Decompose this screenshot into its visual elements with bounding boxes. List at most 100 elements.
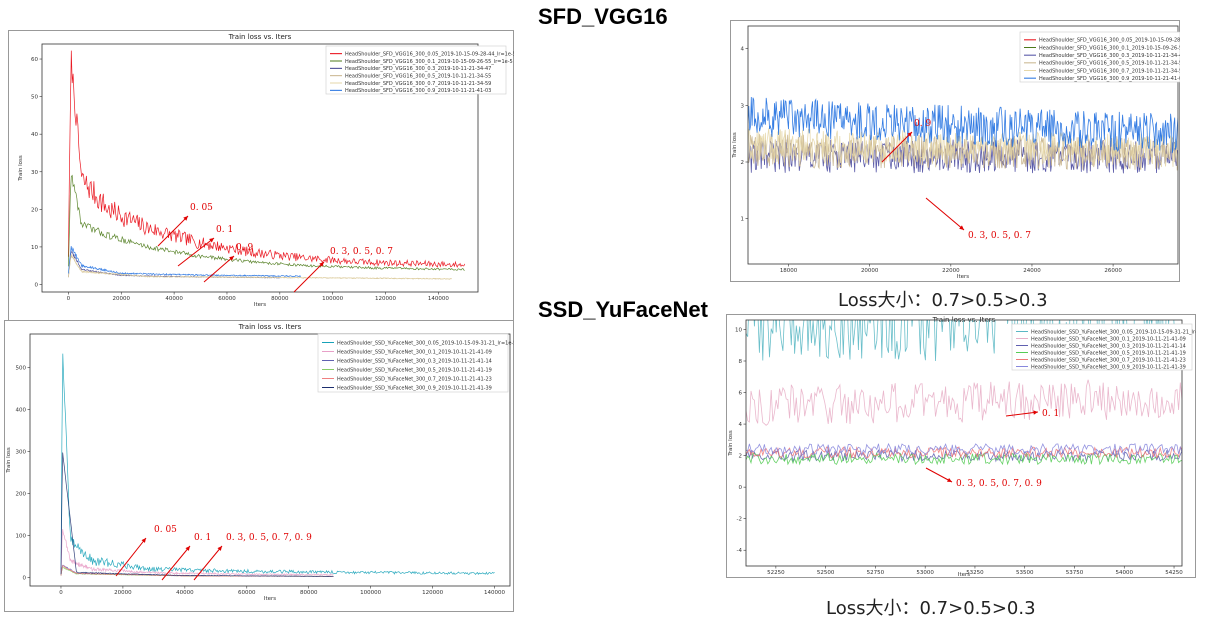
plot-area-border	[29, 333, 511, 587]
y-tick-label: 3	[741, 103, 745, 109]
legend-entry: HeadShoulder_SFD_VGG16_300_0.7_2019-10-1…	[1039, 68, 1180, 74]
y-tick-label: 0	[23, 576, 27, 582]
legend-entry: HeadShoulder_SSD_YuFaceNet_300_0.5_2019-…	[1031, 350, 1186, 356]
legend-entry: HeadShoulder_SSD_YuFaceNet_300_0.1_2019-…	[1031, 336, 1186, 342]
series-line-5	[748, 96, 1178, 153]
legend-entry: HeadShoulder_SFD_VGG16_300_0.5_2019-10-1…	[345, 73, 491, 79]
x-tick-label: 100000	[322, 296, 343, 302]
annotation-arrowhead	[229, 256, 234, 261]
series-line-0	[60, 353, 495, 576]
sfd-zoom-chart-svg: 18000 20000 22000 24000 26000 1 2 3 4 Iters Train …	[730, 20, 1180, 282]
annotation-label: 0. 3, 0. 5, 0. 7, 0. 9	[956, 479, 1042, 489]
x-tick-label: 20000	[114, 590, 132, 596]
plot-area-border	[747, 25, 1179, 265]
y-axis-label: Train loss	[732, 132, 738, 159]
legend-entry: HeadShoulder_SFD_VGG16_300_0.7_2019-10-1…	[345, 81, 491, 87]
plot-area-border	[41, 43, 479, 293]
y-tick-label: 0	[739, 485, 743, 491]
annotations: 0. 1 0. 3, 0. 5, 0. 7, 0. 9	[925, 409, 1059, 489]
legend-entry: HeadShoulder_SSD_YuFaceNet_300_0.9_2019-…	[1031, 364, 1186, 370]
legend-entry: HeadShoulder_SSD_YuFaceNet_300_0.05_2019…	[1031, 329, 1196, 335]
y-tick-label: 100	[16, 534, 27, 540]
ssd-title: SSD_YuFaceNet	[538, 297, 708, 322]
x-tick-label: 80000	[300, 590, 318, 596]
annotation-label: 0. 3, 0. 5, 0. 7	[330, 247, 393, 257]
series-line-0	[68, 50, 466, 268]
x-axis-label: Iters	[958, 572, 970, 578]
ssd-full-chart-svg: Train loss vs. Iters 0 20000 40000 60000 8000…	[4, 320, 514, 612]
annotations: 0. 05 0. 1 0. 3, 0. 5, 0. 7, 0. 9	[115, 525, 312, 581]
legend-entry: HeadShoulder_SSD_YuFaceNet_300_0.3_2019-…	[337, 358, 492, 364]
annotations: 0. 05 0. 10. 9 0. 3, 0. 5, 0. 7	[157, 203, 393, 293]
legend-entry: HeadShoulder_SSD_YuFaceNet_300_0.9_2019-…	[337, 385, 492, 391]
x-tick-label: 140000	[484, 590, 505, 596]
y-tick-label: 2	[739, 454, 743, 460]
y-axis-label: Train loss	[728, 430, 734, 457]
series-line-4	[748, 128, 1178, 168]
legend-entry: HeadShoulder_SSD_YuFaceNet_300_0.5_2019-…	[337, 367, 492, 373]
x-tick-label: 52750	[867, 570, 885, 576]
y-tick-label: 6	[739, 391, 743, 397]
series-group	[748, 96, 1178, 174]
annotation-arrowhead	[183, 216, 188, 221]
y-tick-label: 1	[741, 217, 745, 223]
x-tick-label: 24000	[1023, 268, 1041, 274]
annotation-label: 0. 3, 0. 5, 0. 7	[968, 231, 1031, 241]
annotation-arrow	[925, 467, 953, 483]
sfd-full-chart: Train loss vs. Iters 0 20000 40000 60000 8000…	[8, 30, 514, 322]
legend-entry: HeadShoulder_SSD_YuFaceNet_300_0.7_2019-…	[337, 376, 492, 382]
x-tick-label: 52500	[817, 570, 835, 576]
sfd-zoom-chart: 18000 20000 22000 24000 26000 1 2 3 4 Iters Train …	[730, 20, 1180, 282]
legend-box	[1019, 31, 1180, 83]
y-axis-label: Train loss	[18, 155, 24, 182]
x-tick-label: 53750	[1066, 570, 1084, 576]
y-tick-label: 2	[741, 160, 745, 166]
x-axis-label: Iters	[254, 302, 266, 308]
annotation-arrowhead	[185, 546, 190, 551]
annotation-arrow	[881, 131, 913, 163]
annotation-arrowhead	[947, 477, 952, 482]
plot-area-border	[745, 319, 1183, 567]
annotation-arrowhead	[209, 238, 214, 243]
x-tick-label: 80000	[271, 296, 289, 302]
x-tick-label: 140000	[428, 296, 449, 302]
x-axis-label: Iters	[264, 596, 276, 602]
annotation-arrowhead	[959, 225, 964, 230]
series-group	[746, 320, 1182, 466]
annotations: 0. 9 0. 3, 0. 5, 0. 7	[881, 119, 1031, 241]
series-line-4	[746, 445, 1182, 460]
annotation-arrowhead	[141, 538, 146, 543]
y-tick-label: 500	[16, 366, 27, 372]
series-line-4	[68, 253, 452, 280]
annotation-arrow	[157, 215, 189, 247]
legend-entry: HeadShoulder_SFD_VGG16_300_0.3_2019-10-1…	[1039, 53, 1180, 59]
legend-entry: HeadShoulder_SSD_YuFaceNet_300_0.7_2019-…	[1031, 357, 1186, 363]
x-tick-label: 60000	[238, 590, 256, 596]
x-tick-label: 0	[67, 296, 71, 302]
annotation-label: 0. 9	[236, 243, 253, 253]
x-tick-label: 100000	[360, 590, 381, 596]
annotation-arrow	[925, 197, 965, 231]
x-tick-label: 18000	[780, 268, 798, 274]
x-tick-label: 53000	[916, 570, 934, 576]
x-tick-label: 40000	[176, 590, 194, 596]
legend-entry: HeadShoulder_SSD_YuFaceNet_300_0.1_2019-…	[337, 349, 492, 355]
x-tick-label: 120000	[375, 296, 396, 302]
ssd-zoom-caption: Loss大小：0.7>0.5>0.3	[826, 598, 1036, 619]
annotation-arrow	[203, 255, 235, 283]
y-tick-label: 400	[16, 408, 27, 414]
legend-box	[1011, 323, 1193, 371]
x-tick-label: 26000	[1104, 268, 1122, 274]
series-group	[68, 50, 466, 280]
annotation-arrow	[115, 537, 147, 577]
x-axis-label: Iters	[957, 274, 969, 280]
y-tick-label: 30	[31, 170, 38, 176]
legend-entry: HeadShoulder_SSD_YuFaceNet_300_0.05_2019…	[337, 340, 514, 346]
ssd-zoom-chart: Train loss vs. Iters 52250 52500 52750 53000…	[726, 314, 1196, 578]
sfd-full-chart-svg: Train loss vs. Iters 0 20000 40000 60000 8000…	[8, 30, 514, 322]
series-line-3	[746, 452, 1182, 466]
annotation-arrow	[161, 545, 191, 581]
legend-entry: HeadShoulder_SFD_VGG16_300_0.1_2019-10-1…	[1039, 45, 1180, 51]
x-tick-label: 20000	[113, 296, 131, 302]
legend-entry: HeadShoulder_SSD_YuFaceNet_300_0.3_2019-…	[1031, 343, 1186, 349]
